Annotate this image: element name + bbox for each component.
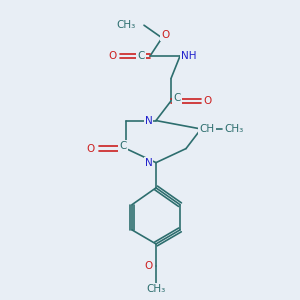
Text: O: O <box>203 96 211 106</box>
Text: CH₃: CH₃ <box>116 20 136 30</box>
Text: CH₃: CH₃ <box>224 124 244 134</box>
Text: NH: NH <box>181 51 197 61</box>
Text: C: C <box>173 93 181 103</box>
Text: CH: CH <box>200 124 214 134</box>
Text: O: O <box>86 144 94 154</box>
Text: C: C <box>119 141 127 151</box>
Text: CH₃: CH₃ <box>146 284 166 294</box>
Text: N: N <box>145 158 152 168</box>
Text: O: O <box>161 30 169 40</box>
Text: C: C <box>137 51 145 61</box>
Text: O: O <box>144 261 153 272</box>
Text: N: N <box>145 116 152 126</box>
Text: O: O <box>108 51 117 61</box>
